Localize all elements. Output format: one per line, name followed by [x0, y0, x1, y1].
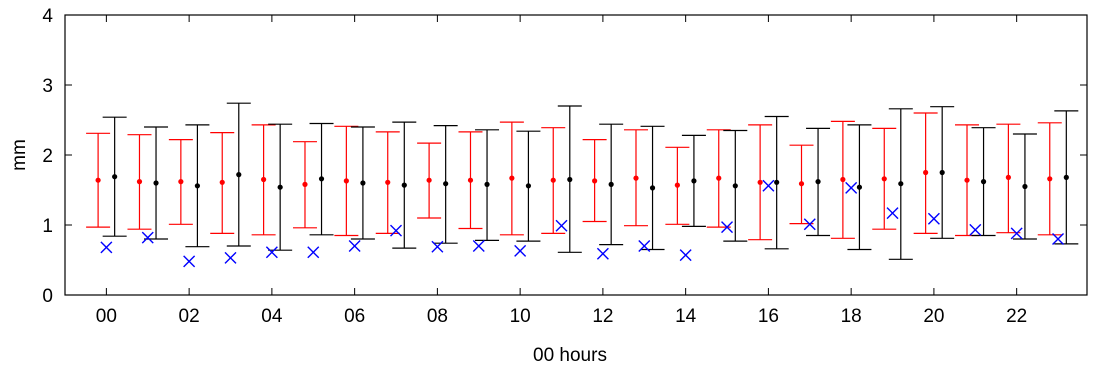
x-marker-stroke-b	[1010, 227, 1023, 240]
x-marker-stroke-b	[472, 240, 485, 252]
x-tick-label: 14	[675, 306, 697, 327]
x-tick-label: 00	[96, 306, 117, 327]
mean-point	[261, 176, 267, 183]
mean-point	[360, 180, 366, 186]
mean-point	[898, 181, 904, 187]
mean-point	[302, 181, 308, 187]
y-tick-label: 3	[42, 76, 53, 97]
mean-point	[95, 177, 101, 183]
mean-point	[567, 176, 573, 183]
x-marker-stroke-b	[762, 179, 775, 192]
x-marker-stroke-b	[596, 247, 609, 260]
x-marker-stroke-b	[224, 251, 237, 264]
x-tick-label: 06	[344, 306, 365, 327]
mean-point	[774, 179, 780, 185]
x-tick-label: 18	[841, 306, 862, 327]
mean-point	[443, 181, 449, 187]
plot-area	[65, 15, 1087, 295]
mean-point	[178, 179, 184, 185]
mean-point	[691, 178, 697, 184]
mean-point	[509, 175, 515, 181]
x-tick-label: 22	[1006, 306, 1027, 327]
x-marker-stroke-b	[803, 218, 816, 231]
y-axis-label: mm	[9, 139, 30, 171]
mean-point	[401, 182, 407, 188]
x-marker-stroke-b	[431, 240, 444, 253]
x-marker-stroke-b	[845, 181, 858, 194]
x-marker-stroke-b	[307, 246, 320, 259]
mean-point	[318, 176, 325, 182]
mean-point	[592, 178, 598, 184]
x-tick-label: 08	[427, 306, 448, 327]
mean-point	[277, 184, 283, 190]
x-marker-stroke-b	[555, 219, 568, 232]
mean-point	[343, 178, 349, 184]
mean-point	[798, 181, 805, 187]
x-marker-stroke-b	[100, 241, 113, 254]
mean-point	[608, 181, 614, 187]
mean-point	[484, 181, 490, 187]
mean-point	[716, 175, 722, 181]
x-tick-label: 16	[758, 306, 779, 327]
mean-point	[525, 183, 532, 189]
x-marker-stroke-b	[265, 246, 278, 259]
x-marker-stroke-b	[679, 249, 692, 262]
x-marker-stroke-b	[927, 212, 940, 225]
x-tick-label: 20	[923, 306, 944, 327]
mean-point	[1047, 176, 1053, 182]
mean-point	[732, 183, 738, 189]
mean-point	[236, 172, 242, 178]
x-marker-stroke-b	[638, 240, 651, 252]
mean-point	[964, 177, 970, 183]
mean-point	[1005, 174, 1011, 180]
mean-point	[219, 179, 225, 185]
series-layer	[86, 102, 1079, 268]
mean-point	[467, 177, 474, 183]
mean-point	[153, 180, 159, 186]
mean-point	[649, 185, 656, 191]
mean-point	[840, 176, 846, 183]
mean-point	[1063, 174, 1069, 180]
y-tick-label: 0	[42, 286, 53, 307]
x-marker-stroke-b	[183, 255, 196, 268]
series-1	[102, 102, 1079, 260]
mean-point	[881, 176, 887, 182]
mean-point	[1022, 183, 1028, 190]
x-tick-label: 02	[179, 306, 200, 327]
series-0	[86, 112, 1062, 241]
x-marker-stroke-b	[721, 221, 734, 234]
series-2	[100, 179, 1065, 268]
y-tick-label: 1	[42, 216, 53, 237]
mean-point	[550, 177, 556, 183]
x-axis-label: 00 hours	[533, 345, 607, 366]
y-tick-label: 2	[42, 146, 53, 167]
mean-point	[674, 182, 680, 188]
x-marker-stroke-b	[1052, 233, 1065, 245]
mean-point	[633, 175, 639, 181]
mean-point	[980, 179, 987, 185]
x-tick-label: 04	[261, 306, 283, 327]
x-marker-stroke-b	[390, 224, 403, 237]
mean-point	[112, 174, 118, 180]
mean-point	[426, 177, 432, 183]
mean-point	[939, 169, 945, 176]
x-marker-stroke-b	[969, 223, 982, 236]
mean-point	[815, 179, 821, 185]
mean-point	[385, 179, 391, 185]
mean-point	[923, 169, 929, 176]
y-tick-label: 4	[42, 6, 53, 27]
x-marker-stroke-b	[886, 207, 899, 220]
x-tick-label: 10	[510, 306, 531, 327]
mean-point	[194, 183, 201, 189]
x-marker-stroke-b	[514, 244, 527, 257]
plot-background	[65, 15, 1087, 295]
mean-point	[136, 179, 143, 185]
x-marker-stroke-b	[348, 240, 361, 252]
x-tick-label: 12	[592, 306, 613, 327]
mean-point	[757, 179, 763, 185]
x-marker-stroke-b	[141, 231, 154, 244]
mean-point	[856, 184, 863, 190]
